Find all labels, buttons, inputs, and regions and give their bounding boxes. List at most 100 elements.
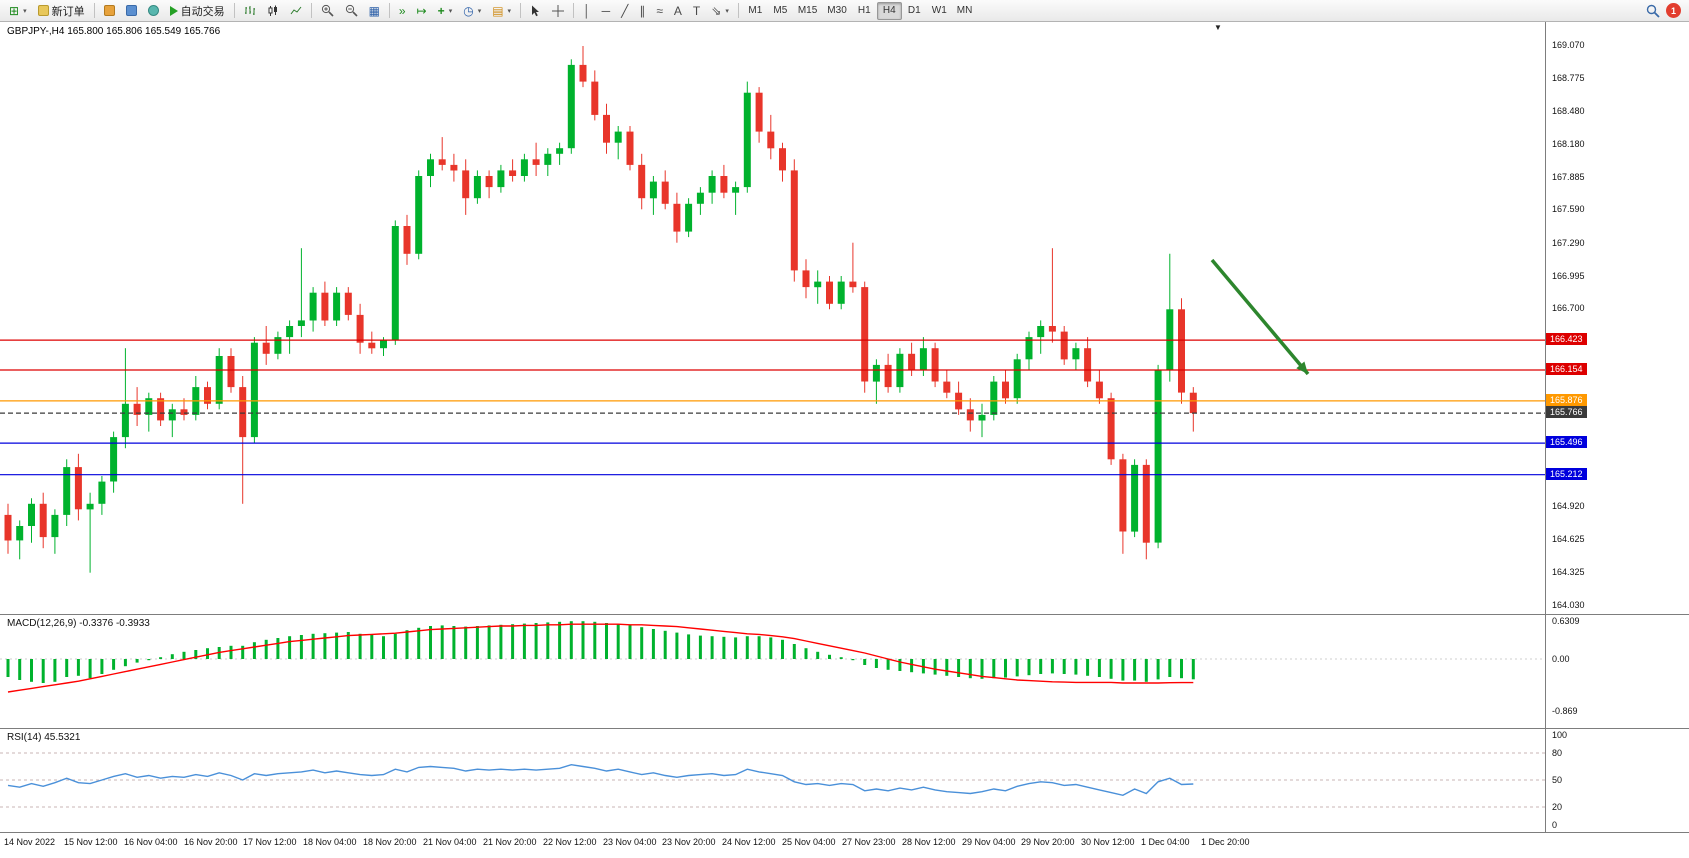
line-chart-icon	[290, 6, 301, 14]
notification-badge[interactable]: 1	[1666, 3, 1681, 18]
horizontal-line-button[interactable]: ─	[597, 1, 616, 20]
vertical-line-icon: │	[583, 3, 591, 18]
time-axis-label: 22 Nov 12:00	[543, 837, 597, 847]
rsi-axis-label: 0	[1552, 820, 1558, 830]
fibonacci-icon: ≈	[656, 3, 663, 18]
autotrading-label: 自动交易	[180, 5, 225, 18]
timeframe-button-m1[interactable]: M1	[743, 2, 768, 20]
crosshair-icon	[552, 4, 565, 17]
time-axis-label: 1 Dec 04:00	[1141, 837, 1190, 847]
trendline-button[interactable]: ╱	[616, 1, 633, 20]
macd-chart-canvas[interactable]	[0, 615, 1545, 729]
rsi-axis-label: 50	[1552, 775, 1563, 785]
price-axis-label: 164.920	[1552, 501, 1585, 511]
channel-button[interactable]: ∥	[634, 1, 650, 20]
cursor-icon	[532, 5, 540, 16]
new-chart-button[interactable]: ⊞ ▾	[4, 1, 32, 20]
macd-axis-label: -0.869	[1552, 706, 1578, 716]
rsi-axis-label: 100	[1552, 730, 1568, 740]
chevron-down-icon: ▾	[23, 7, 27, 15]
price-axis[interactable]: 169.070 168.775 168.480 168.180 167.885 167.5…	[1545, 22, 1689, 614]
price-level-badge: 166.423	[1546, 333, 1587, 345]
text-label-button[interactable]: T	[688, 1, 705, 20]
chevron-down-icon: ▾	[725, 7, 729, 15]
market-watch-button[interactable]	[99, 1, 120, 20]
macd-panel[interactable]: MACD(12,26,9) -0.3376 -0.3933	[0, 614, 1545, 728]
chevron-down-icon: ▾	[507, 7, 512, 15]
time-axis[interactable]: 14 Nov 2022 15 Nov 12:00 16 Nov 04:00 16 No…	[0, 832, 1689, 858]
toolbar-separator	[93, 3, 95, 18]
crosshair-button[interactable]	[547, 1, 569, 20]
toolbar-separator	[520, 3, 522, 18]
rsi-panel[interactable]: RSI(14) 45.5321	[0, 728, 1545, 832]
arrows-button[interactable]: ⇘ ▾	[706, 1, 734, 20]
price-axis-label: 164.030	[1552, 600, 1585, 610]
zoom-in-button[interactable]	[316, 1, 339, 20]
indicators-plus-icon: +	[437, 3, 445, 18]
chart-shift-button[interactable]: ↦	[412, 1, 432, 20]
auto-scroll-button[interactable]: »	[394, 1, 411, 20]
time-axis-label: 21 Nov 04:00	[423, 837, 477, 847]
tile-windows-icon: ▦	[368, 3, 380, 18]
equidistant-channel-icon: ∥	[639, 3, 646, 18]
time-axis-label: 1 Dec 20:00	[1201, 837, 1250, 847]
tile-windows-button[interactable]: ▦	[364, 1, 385, 20]
timeframe-button-mn[interactable]: MN	[952, 2, 978, 20]
time-axis-label: 29 Nov 04:00	[962, 837, 1016, 847]
text-icon: A	[673, 3, 682, 18]
new-order-button[interactable]: 新订单	[33, 1, 90, 20]
time-axis-label: 14 Nov 2022	[4, 837, 56, 847]
time-axis-label: 18 Nov 04:00	[303, 837, 357, 847]
toolbar-separator	[233, 3, 235, 18]
macd-axis[interactable]: 0.6309 0.00 -0.869	[1545, 614, 1689, 728]
timeframe-button-w1[interactable]: W1	[927, 2, 952, 20]
indicators-button[interactable]: + ▾	[433, 1, 458, 20]
text-button[interactable]: A	[669, 1, 687, 20]
bar-chart-icon	[244, 5, 255, 15]
time-axis-label: 29 Nov 20:00	[1021, 837, 1075, 847]
price-axis-label: 166.995	[1552, 271, 1585, 281]
toolbar-separator	[388, 3, 390, 18]
candlestick-button[interactable]	[262, 1, 284, 20]
timeframe-button-d1[interactable]: D1	[902, 2, 927, 20]
cursor-button[interactable]	[525, 1, 546, 20]
timeframe-button-m15[interactable]: M15	[793, 2, 822, 20]
line-chart-button[interactable]	[285, 1, 307, 20]
time-axis-label: 17 Nov 12:00	[243, 837, 297, 847]
price-chart[interactable]: GBPJPY-,H4 165.800 165.806 165.549 165.7…	[0, 22, 1545, 614]
timeframe-button-h1[interactable]: H1	[852, 2, 877, 20]
candlestick-chart-canvas[interactable]	[0, 22, 1545, 614]
bar-chart-button[interactable]	[239, 1, 261, 20]
zoom-out-button[interactable]	[340, 1, 363, 20]
rsi-chart-canvas[interactable]	[0, 729, 1545, 833]
templates-button[interactable]: ▤ ▾	[487, 1, 516, 20]
timeframe-button-m30[interactable]: M30	[822, 2, 851, 20]
text-label-icon: T	[692, 3, 701, 18]
new-order-label: 新订单	[51, 5, 85, 18]
auto-scroll-icon: »	[398, 3, 406, 18]
price-axis-label: 168.180	[1552, 139, 1585, 149]
clock-icon: ◷	[463, 3, 474, 18]
arrow-objects-icon: ⇘	[711, 3, 722, 18]
chart-title: GBPJPY-,H4 165.800 165.806 165.549 165.7…	[7, 26, 221, 37]
rsi-axis[interactable]: 100 80 50 20 0	[1545, 728, 1689, 832]
data-window-button[interactable]	[121, 1, 142, 20]
toolbar-separator	[310, 3, 312, 18]
play-icon	[169, 5, 178, 16]
periods-button[interactable]: ◷ ▾	[458, 1, 486, 20]
navigator-icon	[147, 5, 159, 16]
timeframe-button-m5[interactable]: M5	[768, 2, 793, 20]
vertical-line-button[interactable]: │	[578, 1, 596, 20]
time-axis-label: 30 Nov 12:00	[1081, 837, 1135, 847]
timeframe-button-h4[interactable]: H4	[876, 1, 902, 20]
rsi-label: RSI(14) 45.5321	[7, 732, 81, 743]
price-level-badge: 166.154	[1546, 363, 1587, 375]
fibonacci-button[interactable]: ≈	[651, 1, 668, 20]
rsi-axis-label: 20	[1552, 802, 1563, 812]
search-button[interactable]	[1641, 1, 1665, 20]
chart-shift-marker[interactable]: ▼	[1214, 23, 1222, 32]
time-axis-label: 24 Nov 12:00	[722, 837, 776, 847]
toolbar-separator	[737, 3, 739, 18]
navigator-button[interactable]	[143, 1, 164, 20]
autotrading-button[interactable]: 自动交易	[165, 1, 230, 20]
